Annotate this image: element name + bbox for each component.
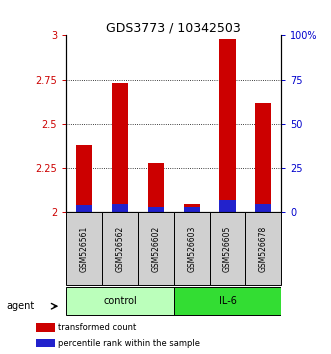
Text: GSM526561: GSM526561: [80, 225, 89, 272]
FancyBboxPatch shape: [174, 287, 281, 315]
Bar: [112, 204, 128, 212]
Bar: [148, 163, 164, 212]
Bar: [255, 103, 271, 212]
Bar: [219, 39, 236, 212]
Bar: [184, 207, 200, 212]
Text: percentile rank within the sample: percentile rank within the sample: [58, 339, 200, 348]
FancyBboxPatch shape: [174, 212, 210, 285]
Bar: [184, 204, 200, 212]
Title: GDS3773 / 10342503: GDS3773 / 10342503: [106, 21, 241, 34]
Text: GSM526602: GSM526602: [151, 225, 160, 272]
Text: agent: agent: [7, 301, 35, 311]
FancyBboxPatch shape: [66, 212, 102, 285]
Text: GSM526605: GSM526605: [223, 225, 232, 272]
Text: IL-6: IL-6: [218, 296, 237, 306]
Text: GSM526562: GSM526562: [116, 225, 124, 272]
FancyBboxPatch shape: [138, 212, 174, 285]
Bar: [36, 324, 55, 332]
Bar: [112, 83, 128, 212]
Bar: [255, 204, 271, 212]
Bar: [76, 145, 92, 212]
FancyBboxPatch shape: [210, 212, 246, 285]
Bar: [36, 339, 55, 348]
Bar: [76, 205, 92, 212]
Text: control: control: [103, 296, 137, 306]
Text: GSM526678: GSM526678: [259, 225, 268, 272]
FancyBboxPatch shape: [102, 212, 138, 285]
Text: GSM526603: GSM526603: [187, 225, 196, 272]
FancyBboxPatch shape: [66, 287, 174, 315]
Text: transformed count: transformed count: [58, 323, 136, 332]
FancyBboxPatch shape: [246, 212, 281, 285]
Bar: [219, 200, 236, 212]
Bar: [148, 207, 164, 212]
